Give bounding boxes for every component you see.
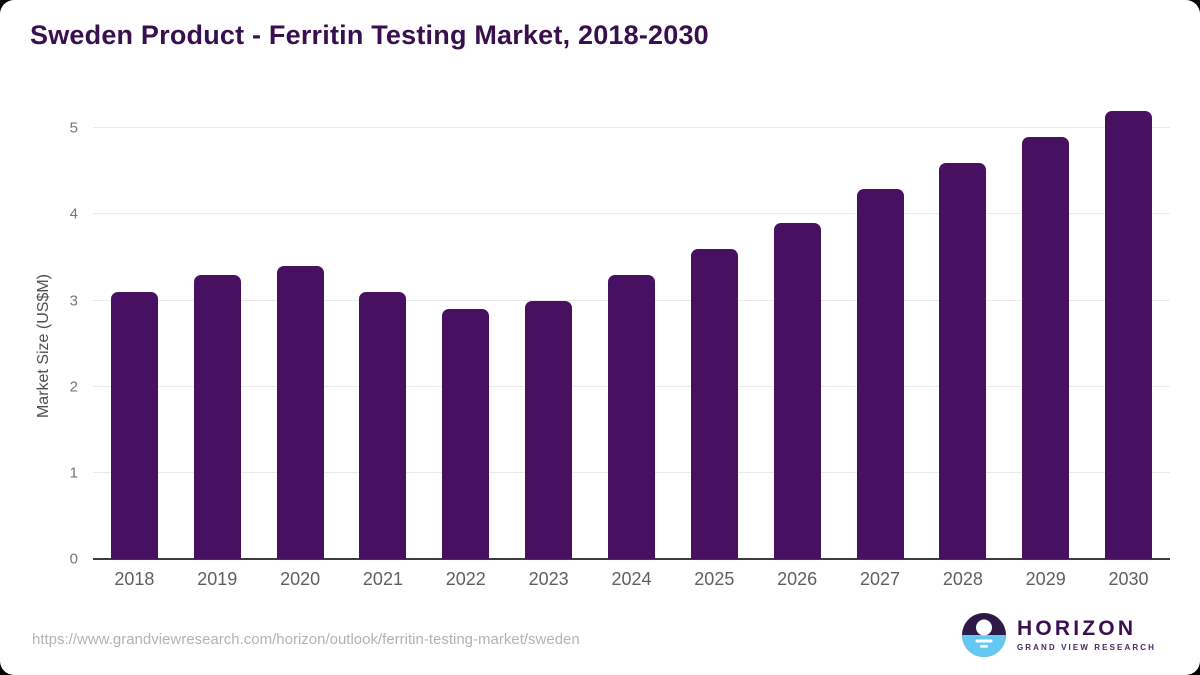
bar-slot (424, 99, 507, 559)
bar-2024 (607, 274, 655, 559)
bar-slot (1004, 99, 1087, 559)
bar-slot (507, 99, 590, 559)
x-axis-labels: 2018 2019 2020 2021 2022 2023 2024 2025 2026 2027… (93, 569, 1170, 590)
x-tick-label: 2021 (362, 569, 403, 589)
y-tick-label: 4 (69, 205, 78, 223)
gridline (93, 213, 1170, 215)
y-tick-label: 5 (69, 119, 78, 137)
y-tick-label: 1 (69, 464, 78, 482)
bar-2028 (939, 162, 987, 559)
bar-slot (839, 99, 922, 559)
chart-title: Sweden Product - Ferritin Testing Market… (30, 20, 709, 50)
x-tick-label: 2029 (1025, 569, 1066, 589)
bar-slot (1087, 99, 1170, 559)
horizon-logo: HORIZON GRAND VIEW RESEARCH (961, 613, 1156, 657)
y-tick-label: 3 (69, 292, 78, 310)
logo-subtitle: GRAND VIEW RESEARCH (1016, 643, 1156, 653)
bar-2029 (1022, 136, 1070, 559)
bar-2025 (690, 248, 738, 559)
bar-slot (176, 99, 259, 559)
bar-slot (756, 99, 839, 559)
logo-text: HORIZON GRAND VIEW RESEARCH (1016, 616, 1156, 653)
bar-slot (673, 99, 756, 559)
x-tick-label: 2020 (280, 569, 321, 589)
bar-slot (921, 99, 1004, 559)
y-tick-label: 0 (69, 550, 78, 568)
bar-2023 (525, 300, 573, 559)
bar-slot (259, 99, 342, 559)
horizon-logo-icon (961, 613, 1006, 657)
bar-2021 (359, 291, 407, 559)
bar-2020 (276, 266, 324, 559)
bar-2018 (110, 291, 158, 559)
x-tick-label: 2018 (114, 569, 155, 589)
bar-2019 (193, 274, 241, 559)
x-tick-label: 2024 (611, 569, 652, 589)
bar-2027 (856, 188, 904, 559)
x-axis-line (93, 558, 1170, 560)
y-axis-ticks: 0 1 2 3 4 5 (0, 99, 80, 567)
bar-2022 (442, 309, 490, 559)
x-tick-label: 2025 (694, 569, 735, 589)
plot-area (93, 99, 1170, 560)
x-tick-label: 2028 (942, 569, 983, 589)
bar-slot (590, 99, 673, 559)
x-tick-label: 2026 (777, 569, 818, 589)
bar-slot (342, 99, 425, 559)
bar-2030 (1105, 111, 1153, 559)
x-tick-label: 2027 (859, 569, 901, 589)
bar-2026 (773, 223, 821, 559)
gridline (93, 127, 1170, 129)
x-tick-label: 2019 (197, 569, 238, 589)
source-url: https://www.grandviewresearch.com/horizo… (32, 631, 580, 648)
bars-group (93, 99, 1170, 559)
x-tick-label: 2023 (528, 569, 569, 589)
x-tick-label: 2030 (1108, 569, 1149, 589)
logo-wordmark: HORIZON (1016, 616, 1137, 640)
x-tick-label: 2022 (445, 569, 486, 589)
y-tick-label: 2 (69, 378, 78, 396)
bar-slot (93, 99, 176, 559)
